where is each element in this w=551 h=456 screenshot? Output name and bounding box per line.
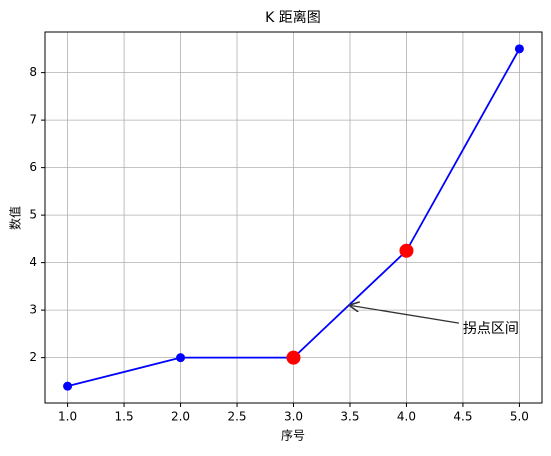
x-tick-label: 3.0 (284, 410, 303, 424)
y-axis-label: 数值 (8, 206, 23, 230)
chart-title: K 距离图 (265, 9, 321, 26)
y-tick-label: 8 (29, 65, 37, 79)
x-tick-label: 4.5 (453, 410, 472, 424)
x-tick-label: 4.0 (397, 410, 416, 424)
point (176, 353, 186, 363)
annotation: 拐点区间 (463, 321, 519, 337)
y-tick-label: 4 (29, 255, 37, 269)
x-tick-label: 2.0 (171, 410, 190, 424)
point (514, 44, 524, 54)
x-axis-label: 序号 (281, 428, 305, 443)
plot-frame (44, 31, 543, 404)
y-tick-label: 3 (29, 303, 37, 317)
highlight-point (399, 243, 414, 258)
y-tick-label: 6 (29, 160, 37, 174)
x-tick-label: 1.5 (115, 410, 134, 424)
x-tick-label: 2.5 (227, 410, 246, 424)
highlight-point (286, 350, 301, 365)
x-tick-label: 5.0 (510, 410, 529, 424)
point (63, 381, 73, 391)
y-tick-label: 5 (29, 208, 37, 222)
x-tick-label: 3.5 (340, 410, 359, 424)
y-tick-label: 2 (29, 350, 37, 364)
y-tick-label: 7 (29, 113, 37, 127)
annotation-arrow (350, 305, 460, 324)
x-tick-label: 1.0 (58, 410, 77, 424)
